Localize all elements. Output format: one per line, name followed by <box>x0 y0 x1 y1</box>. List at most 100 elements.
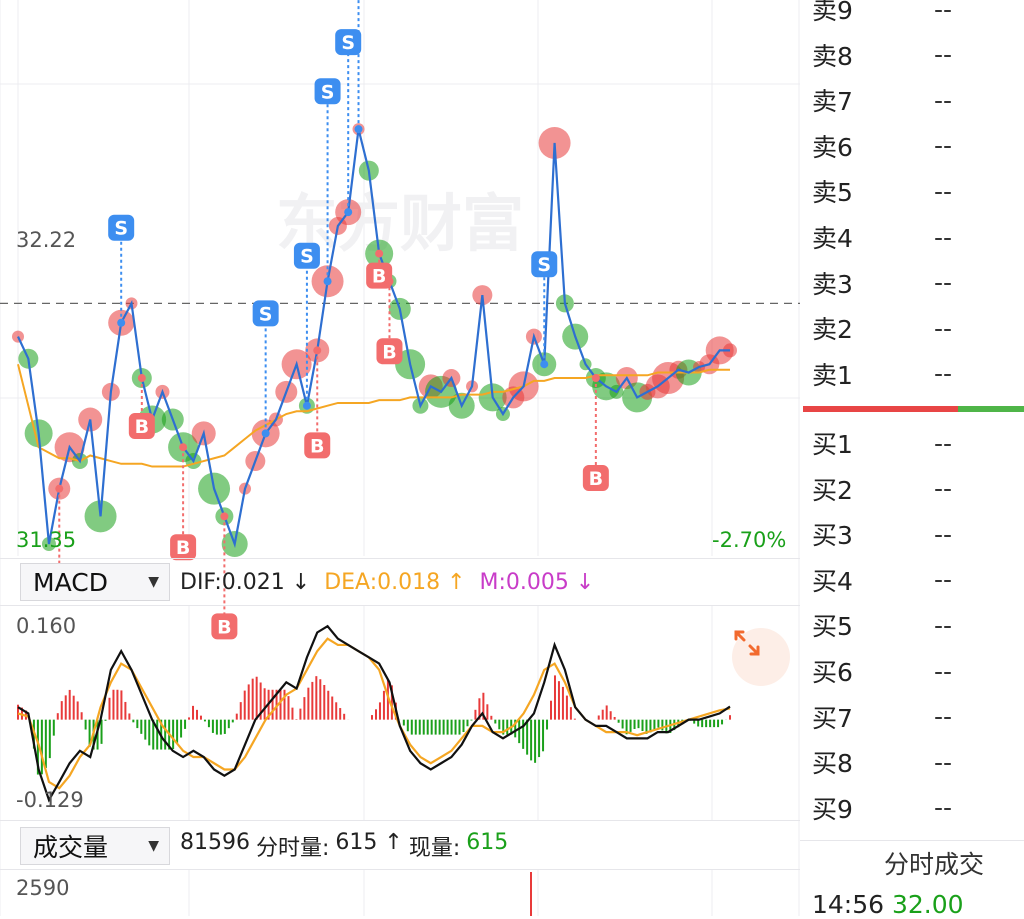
dif-value: DIF:0.021 ↓ <box>180 569 311 595</box>
macd-selector[interactable]: MACD ▼ <box>20 563 170 601</box>
expand-icon <box>734 630 760 656</box>
buy-level-value: -- <box>934 610 953 640</box>
sell-marker-badge <box>531 251 558 278</box>
trade-row: 14:56 32.00 <box>812 890 964 919</box>
sell-ratio-bar <box>958 406 1024 412</box>
sell-level-value: -- <box>934 176 953 206</box>
sell-level-label: 卖3 <box>812 269 853 299</box>
sell-marker-badge <box>252 300 279 327</box>
buy-marker-dot <box>375 249 384 258</box>
buy-marker-badge <box>211 613 238 640</box>
buy-level-value: -- <box>934 565 953 595</box>
sell-level-value: -- <box>934 359 953 389</box>
buy-marker-dot <box>591 374 600 383</box>
sell-row[interactable]: 卖4 -- <box>812 214 1024 260</box>
avg-price-line <box>17 363 730 468</box>
volume-total: 81596 <box>180 830 250 855</box>
sell-marker-label: S <box>341 32 355 54</box>
buy-row[interactable]: 买6 -- <box>812 648 1024 694</box>
sell-row[interactable]: 卖1 -- <box>812 351 1024 397</box>
buy-row[interactable]: 买3 -- <box>812 511 1024 557</box>
sell-level-label: 卖5 <box>812 178 853 208</box>
buy-level-label: 买2 <box>812 475 853 505</box>
buy-level-value: -- <box>934 474 953 504</box>
macd-y-top: 0.160 <box>16 614 77 638</box>
chart-area[interactable]: 东方财富SSSSSSSBBBBBBBB 32.22 31.35 -2.70% M… <box>0 0 800 916</box>
buy-marker-label: B <box>176 537 190 559</box>
trade-list-title: 分时成交 <box>884 850 985 879</box>
sell-level-label: 卖8 <box>812 41 853 71</box>
buy-row[interactable]: 买4 -- <box>812 557 1024 603</box>
buy-row[interactable]: 买9 -- <box>812 785 1024 831</box>
sell-level-value: -- <box>934 40 953 70</box>
sell-level-value: -- <box>934 268 953 298</box>
buy-marker-dot <box>137 374 146 383</box>
buy-marker-label: B <box>217 616 231 638</box>
sell-marker-label: S <box>300 246 314 268</box>
dif-line <box>17 624 731 803</box>
sell-row[interactable]: 卖7 -- <box>812 77 1024 123</box>
expand-chart-button[interactable] <box>732 628 790 686</box>
xl-label: 现量: <box>408 836 461 861</box>
buy-row[interactable]: 买2 -- <box>812 466 1024 512</box>
sell-marker-label: S <box>321 81 335 103</box>
volume-selector[interactable]: 成交量 ▼ <box>20 827 170 865</box>
volume-indicator-bar: 成交量 ▼ 81596 分时量: 615 ↑ 现量: 615 <box>0 824 800 868</box>
sell-marker-label: S <box>537 254 551 276</box>
buy-row[interactable]: 买8 -- <box>812 739 1024 785</box>
chevron-down-icon: ▼ <box>148 838 159 854</box>
buy-marker-badge <box>304 432 331 459</box>
sell-level-label: 卖2 <box>812 315 853 345</box>
chevron-down-icon: ▼ <box>148 574 159 590</box>
buy-level-label: 买4 <box>812 566 853 596</box>
buy-level-label: 买5 <box>812 612 853 642</box>
trade-time: 14:56 <box>812 890 892 919</box>
sell-marker-badge <box>335 29 362 56</box>
sell-row[interactable]: 卖6 -- <box>812 123 1024 169</box>
buy-marker-dot <box>220 512 229 521</box>
buy-marker-dot <box>313 346 322 355</box>
buy-level-label: 买1 <box>812 430 853 459</box>
sell-row[interactable]: 卖9 -- <box>812 0 1024 32</box>
sell-marker-badge <box>314 78 341 105</box>
sell-marker-label: S <box>114 218 128 240</box>
buy-level-label: 买7 <box>812 703 853 733</box>
dea-line <box>17 637 731 790</box>
sell-marker-label: S <box>259 303 273 325</box>
buy-marker-dot <box>55 484 64 493</box>
sell-marker-dot <box>261 429 270 438</box>
sell-level-value: -- <box>934 131 953 161</box>
sell-level-label: 卖1 <box>812 360 853 390</box>
sell-marker-dot <box>344 208 353 217</box>
sell-level-label: 卖7 <box>812 87 853 117</box>
buy-row[interactable]: 买1 -- <box>812 420 1024 466</box>
sell-row[interactable]: 卖8 -- <box>812 32 1024 78</box>
buy-row[interactable]: 买7 -- <box>812 694 1024 740</box>
order-book: 卖9 -- 卖8 -- 卖7 -- 卖6 -- 卖5 -- 卖4 -- 卖3 -- 卖2 -- 卖1 -- 买1 --… <box>800 0 1024 919</box>
macd-y-bottom: -0.129 <box>16 788 84 812</box>
ref-price-label: 32.22 <box>16 228 77 252</box>
dea-value: DEA:0.018 ↑ <box>324 569 466 595</box>
sell-row[interactable]: 卖3 -- <box>812 260 1024 306</box>
buy-marker-badge <box>128 413 155 440</box>
macd-indicator-bar: MACD ▼ DIF:0.021 ↓ DEA:0.018 ↑ M:0.005 ↓ <box>0 560 800 604</box>
sell-level-value: -- <box>934 313 953 343</box>
trade-price: 32.00 <box>892 890 964 919</box>
sell-marker-dot <box>354 125 363 134</box>
buy-level-label: 买6 <box>812 658 853 687</box>
sell-row[interactable]: 卖2 -- <box>812 305 1024 351</box>
volume-y-top: 2590 <box>16 876 70 900</box>
sell-marker-badge <box>108 214 135 241</box>
m-value: M:0.005 ↓ <box>479 569 595 595</box>
sell-row[interactable]: 卖5 -- <box>812 168 1024 214</box>
buy-row[interactable]: 买5 -- <box>812 602 1024 648</box>
change-pct-label: -2.70% <box>712 528 787 552</box>
intraday-chart[interactable]: 东方财富SSSSSSSBBBBBBBB <box>0 0 800 916</box>
buy-level-value: -- <box>934 656 953 686</box>
buy-marker-label: B <box>372 266 386 288</box>
buy-level-value: -- <box>934 428 953 458</box>
buy-ratio-bar <box>803 406 958 412</box>
buy-level-label: 买9 <box>812 794 853 824</box>
macd-selector-label: MACD <box>33 567 108 597</box>
sell-marker-dot <box>117 318 126 327</box>
